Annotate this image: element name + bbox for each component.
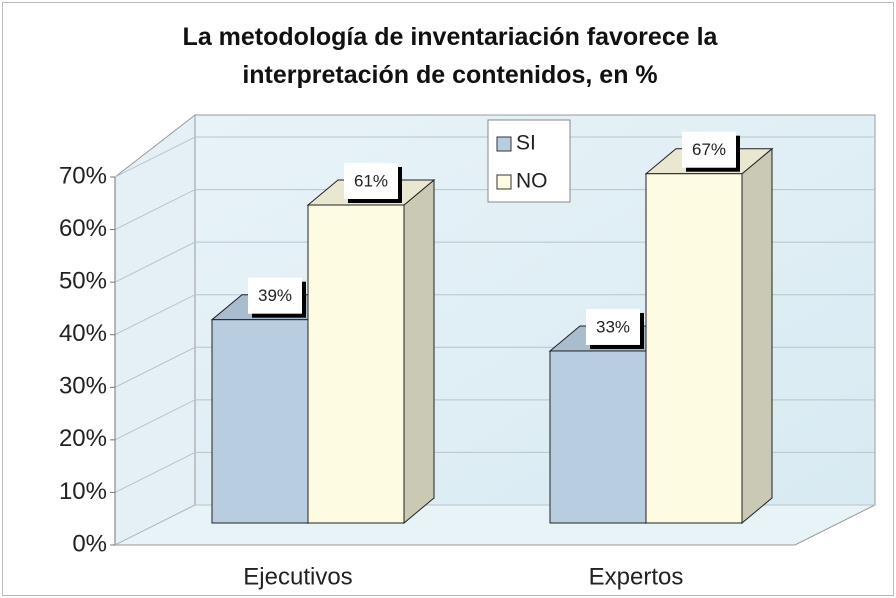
y-tick-label: 70% xyxy=(59,162,107,189)
x-tick-label: Ejecutivos xyxy=(243,563,352,590)
chart-title: La metodología de inventariación favorec… xyxy=(182,23,718,89)
x-tick-label: Expertos xyxy=(589,563,684,590)
label-box xyxy=(248,277,302,314)
grid-line xyxy=(114,136,875,178)
y-tick-label: 20% xyxy=(59,425,107,452)
bar-front xyxy=(645,173,743,524)
bar xyxy=(306,178,436,525)
label-box xyxy=(682,131,736,168)
label-box xyxy=(586,308,640,345)
y-tick-label: 10% xyxy=(59,478,107,505)
legend-swatch xyxy=(496,136,512,152)
bar-front xyxy=(211,319,309,524)
data-label: 61% xyxy=(354,171,388,190)
data-label: 39% xyxy=(258,286,292,305)
y-tick-label: 0% xyxy=(72,530,107,557)
y-tick-label: 50% xyxy=(59,267,107,294)
bar-side xyxy=(403,178,435,525)
label-box xyxy=(344,163,398,199)
bar-side xyxy=(741,147,773,525)
y-tick-label: 30% xyxy=(59,373,107,400)
data-label: 33% xyxy=(596,317,630,336)
bar-front xyxy=(549,350,647,524)
bar xyxy=(644,147,774,525)
bar-front xyxy=(307,204,405,524)
data-label: 67% xyxy=(692,140,726,159)
y-tick-label: 40% xyxy=(59,320,107,347)
legend-swatch xyxy=(496,174,512,190)
legend-label: NO xyxy=(516,170,548,193)
legend-label: SI xyxy=(516,132,536,155)
side-wall xyxy=(114,113,196,546)
y-tick-label: 60% xyxy=(59,215,107,242)
